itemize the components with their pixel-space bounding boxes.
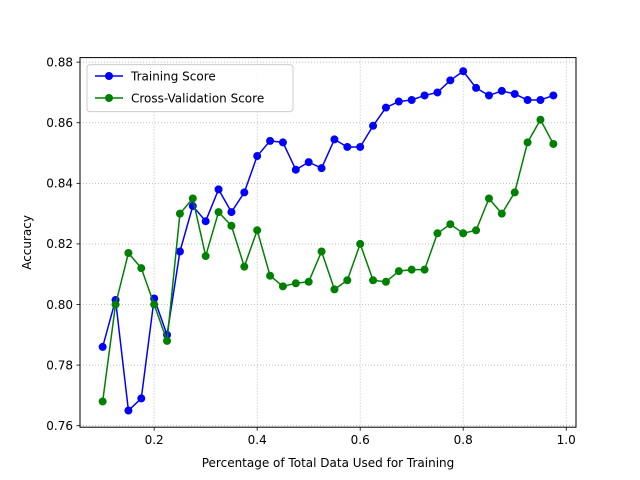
training-score-point (343, 142, 352, 151)
cross-validation-score-point (278, 282, 287, 291)
cross-validation-score-point (446, 220, 455, 229)
y-axis-ticks: 0.76 0.78 0.80 0.82 0.84 0.86 0.88 (46, 55, 80, 433)
training-score-point (175, 247, 184, 256)
x-tick-label: 0.4 (248, 433, 267, 447)
training-score-point (317, 164, 326, 173)
training-score-point (484, 91, 493, 100)
cross-validation-score-point (484, 194, 493, 203)
legend-cv-marker (105, 94, 113, 102)
cross-validation-score-point (188, 194, 197, 203)
training-score-point (304, 158, 313, 167)
cross-validation-score-point (394, 267, 403, 276)
training-score-point (98, 342, 107, 351)
legend-box (86, 64, 294, 113)
training-score-point (253, 152, 262, 161)
cross-validation-score-point (227, 221, 236, 230)
cross-validation-score-point (330, 285, 339, 294)
cross-validation-score-line (101, 118, 555, 402)
cross-validation-score-point (510, 188, 519, 197)
plot-frame (79, 57, 577, 428)
training-score-point (291, 165, 300, 174)
cross-validation-score-point (369, 276, 378, 285)
training-score-point (510, 89, 519, 98)
cross-validation-score-point (317, 247, 326, 256)
y-tick-label: 0.76 (46, 419, 73, 433)
cross-validation-score-point (472, 226, 481, 235)
x-tick-label: 0.8 (454, 433, 473, 447)
training-score-point (549, 91, 558, 100)
cross-validation-score-point (201, 252, 210, 261)
cross-validation-score-point (175, 209, 184, 218)
cross-validation-score-point (433, 229, 442, 238)
cross-validation-score-point (137, 264, 146, 273)
training-score-point (472, 83, 481, 92)
x-axis-ticks: 0.2 0.4 0.6 0.8 1.0 (145, 427, 576, 447)
cross-validation-score-point (549, 139, 558, 148)
training-score-point (240, 188, 249, 197)
plot-series (98, 67, 558, 415)
y-tick-label: 0.78 (46, 358, 73, 372)
y-tick-label: 0.88 (46, 55, 73, 69)
x-axis-label: Percentage of Total Data Used for Traini… (202, 456, 455, 470)
x-tick-label: 0.6 (351, 433, 370, 447)
cross-validation-score-point (420, 265, 429, 274)
y-tick-label: 0.82 (46, 237, 73, 251)
training-score-point (523, 96, 532, 105)
y-tick-label: 0.86 (46, 116, 73, 130)
cross-validation-score-point (253, 226, 262, 235)
cross-validation-score-point (111, 300, 120, 309)
legend-item-training: Training Score (95, 70, 216, 84)
y-axis-label: Accuracy (20, 215, 34, 270)
training-score-point (420, 91, 429, 100)
cross-validation-score-point (150, 300, 159, 309)
cross-validation-score-point (343, 276, 352, 285)
cross-validation-score-point (523, 138, 532, 147)
training-score-point (137, 394, 146, 403)
training-score-point (369, 121, 378, 130)
training-score-point (459, 67, 468, 76)
cross-validation-score-point (291, 279, 300, 288)
training-score-point (394, 97, 403, 106)
training-score-point (446, 76, 455, 85)
training-score-point (227, 208, 236, 217)
legend-item-cross-validation: Cross-Validation Score (95, 92, 264, 106)
training-score-point (536, 96, 545, 105)
training-score-point (356, 142, 365, 151)
x-tick-label: 1.0 (557, 433, 576, 447)
cross-validation-score-point (266, 271, 275, 280)
y-tick-label: 0.80 (46, 298, 73, 312)
training-score-point (278, 138, 287, 147)
cross-validation-score-point (124, 249, 133, 257)
x-tick-label: 0.2 (145, 433, 164, 447)
legend-training-label: Training Score (130, 70, 216, 84)
cross-validation-score-point (214, 208, 223, 217)
legend: Training Score Cross-Validation Score (86, 64, 294, 113)
training-score-point (266, 136, 275, 145)
training-score-point (330, 135, 339, 144)
y-tick-label: 0.84 (46, 177, 73, 191)
training-score-point (433, 88, 442, 97)
training-score-point (497, 86, 506, 95)
cross-validation-score-point (304, 277, 313, 286)
cross-validation-score-point (459, 229, 468, 238)
training-score-point (214, 185, 223, 194)
legend-cv-label: Cross-Validation Score (131, 92, 264, 106)
cross-validation-score-point (497, 209, 506, 218)
cross-validation-score-point (407, 265, 416, 274)
cross-validation-score-point (356, 239, 365, 248)
training-score-point (381, 103, 390, 112)
legend-training-marker (105, 72, 113, 80)
cross-validation-score-point (381, 277, 390, 286)
training-score-point (407, 96, 416, 105)
training-score-point (124, 406, 133, 415)
cross-validation-score-point (98, 397, 107, 406)
cross-validation-score-point (163, 336, 172, 345)
training-score-point (201, 217, 210, 226)
cross-validation-score-point (536, 115, 545, 124)
cross-validation-score-point (240, 262, 249, 271)
